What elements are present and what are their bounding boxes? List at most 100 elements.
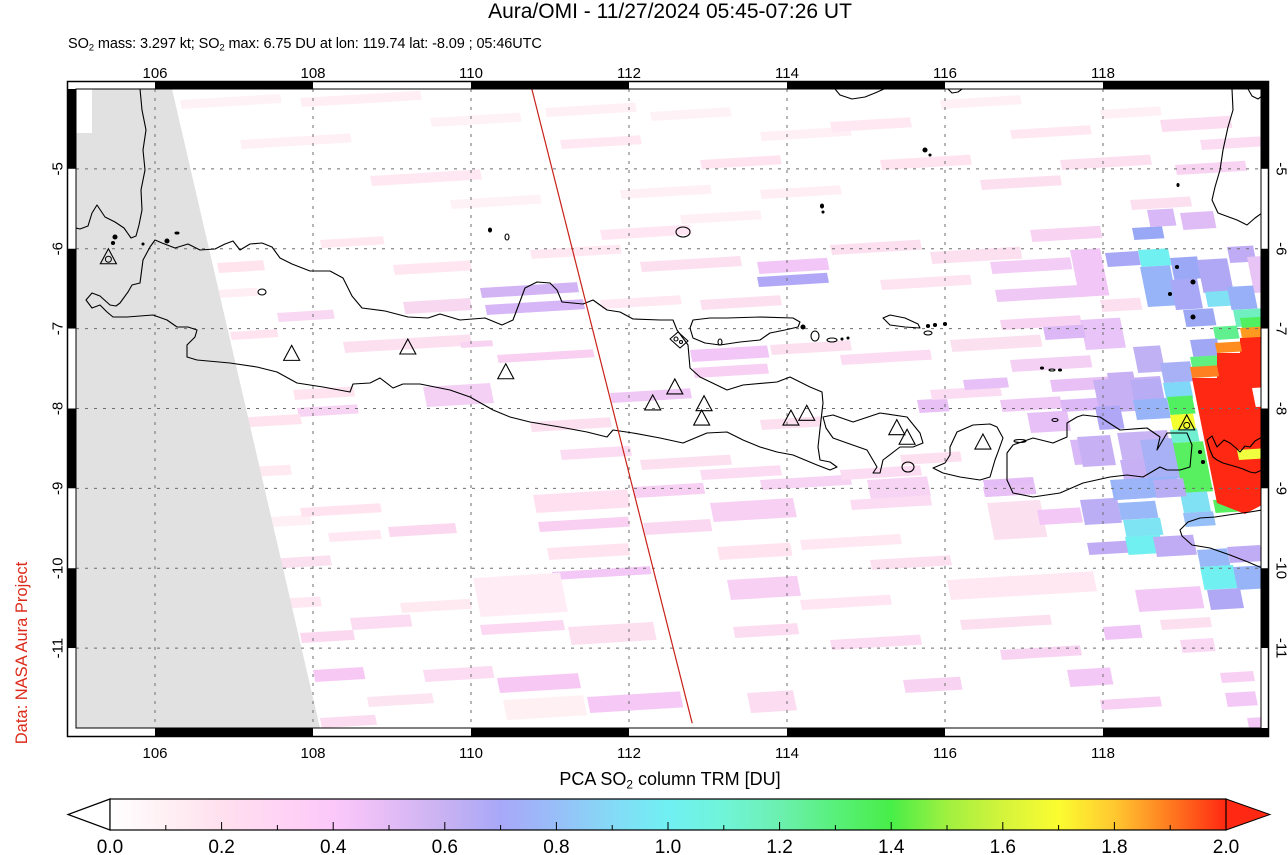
islet [922,147,928,153]
frame-bar-left [68,488,76,569]
so2-pixel [552,566,652,580]
coastline [689,316,801,346]
islet [928,153,932,157]
so2-pixel [313,667,366,682]
so2-pixel [1027,410,1071,433]
so2-pixel [830,634,922,650]
coastline [1206,435,1261,474]
so2-pixel [388,522,457,537]
lat-label-right: -8 [1273,402,1288,415]
frame-bar-bottom [945,728,1103,736]
lat-label-right: -11 [1273,638,1288,659]
islet [821,210,825,214]
lon-label-bottom: 114 [775,745,799,762]
so2-pixel [480,282,579,298]
so2-pixel [1200,136,1261,150]
so2-pixel [1167,395,1196,415]
so2-pixel [1247,717,1261,728]
so2-pixel [320,236,385,248]
frame-bar-bottom [787,728,945,736]
islet [932,322,938,328]
lon-label-bottom: 108 [300,745,325,762]
so2-pixel [1030,225,1103,242]
lon-label-bottom: 110 [459,745,483,762]
so2-pixel [1220,671,1255,683]
so2-pixel [1130,196,1192,210]
so2-pixel [1133,345,1166,373]
so2-pixel [1200,565,1238,590]
so2-pixel [850,495,932,510]
islet [487,227,493,233]
colorbar: 0.0 0.2 0.4 0.6 0.8 1.0 1.2 1.4 1.6 1.8 2.0 [66,798,1272,855]
so2-pixel [1043,324,1086,340]
so2-pixel [600,224,692,240]
so2-pixel [610,388,692,403]
so2-pixel [1010,125,1092,139]
volcano-triangle-icon [282,344,301,361]
so2-pixel [217,287,259,298]
so2-pixel [880,274,972,290]
islet [164,238,170,244]
frame-outer-border [66,80,1270,738]
volcano-triangle-icon [797,404,816,421]
so2-pixel [1227,285,1258,310]
islet [846,336,850,340]
so2-pixel [1163,381,1194,400]
frame-bar-top [471,82,629,89]
subscript: 2 [219,42,225,54]
so2-pixel [1118,500,1159,520]
volcano-triangle-icon [496,362,515,380]
coastline [76,89,147,239]
subscript: 2 [626,777,633,792]
so2-pixel [1153,534,1197,557]
so2-pixel [983,484,1035,497]
so2-pixel [1240,326,1261,338]
colorbar-title: PCA SO2 column TRM [DU] [0,768,1288,790]
so2-pixel [800,534,902,550]
colorbar-tick-label: 0.4 [320,837,347,855]
so2-pixel [460,340,494,348]
lat-label-right: -9 [1273,482,1288,495]
so2-pixel [1103,624,1143,640]
so2-pixel [240,133,352,149]
so2-pixel [403,297,473,314]
frame-bar-bottom [313,728,471,736]
islet [1051,417,1059,423]
frame-bar-top [629,82,787,89]
coastline [834,89,885,100]
frame-bar-left [68,168,76,249]
so2-pixel [1000,396,1063,412]
data-credit: Data: NASA Aura Project [13,561,31,745]
so2-pixel [1207,588,1244,610]
coastline [822,412,924,474]
frame-bar-top [1103,82,1268,89]
so2-pixel [1170,278,1203,310]
islet [1039,366,1045,370]
so2-pixel [1153,478,1187,498]
so2-pixel [1197,548,1231,567]
so2-pixel [1190,338,1221,357]
frame-bar-right [1261,82,1268,169]
so2-pixel [560,445,632,460]
islet [257,288,267,296]
map-frame [66,80,1270,738]
so2-pixel [760,185,842,199]
so2-pixel [485,299,585,315]
so2-pixel [300,90,422,107]
colorbar-title-part: column TRM [DU] [632,769,781,789]
volcano-triangle-icon [398,337,417,355]
volcano-triangle-icon [643,393,662,411]
so2-pixel [1240,316,1261,330]
islet [901,461,915,473]
so2-pixel [1135,586,1205,612]
colorbar-under-arrow [66,798,111,831]
diamond-marker-dot [673,336,679,342]
colorbar-tick-label: 1.6 [990,837,1016,855]
so2-pixel [473,572,568,617]
so2-pixel [217,260,265,273]
frame-bar-right [1261,488,1268,569]
so2-pixel [840,349,932,365]
so2-pixel [980,175,1062,190]
islet [1176,182,1180,188]
